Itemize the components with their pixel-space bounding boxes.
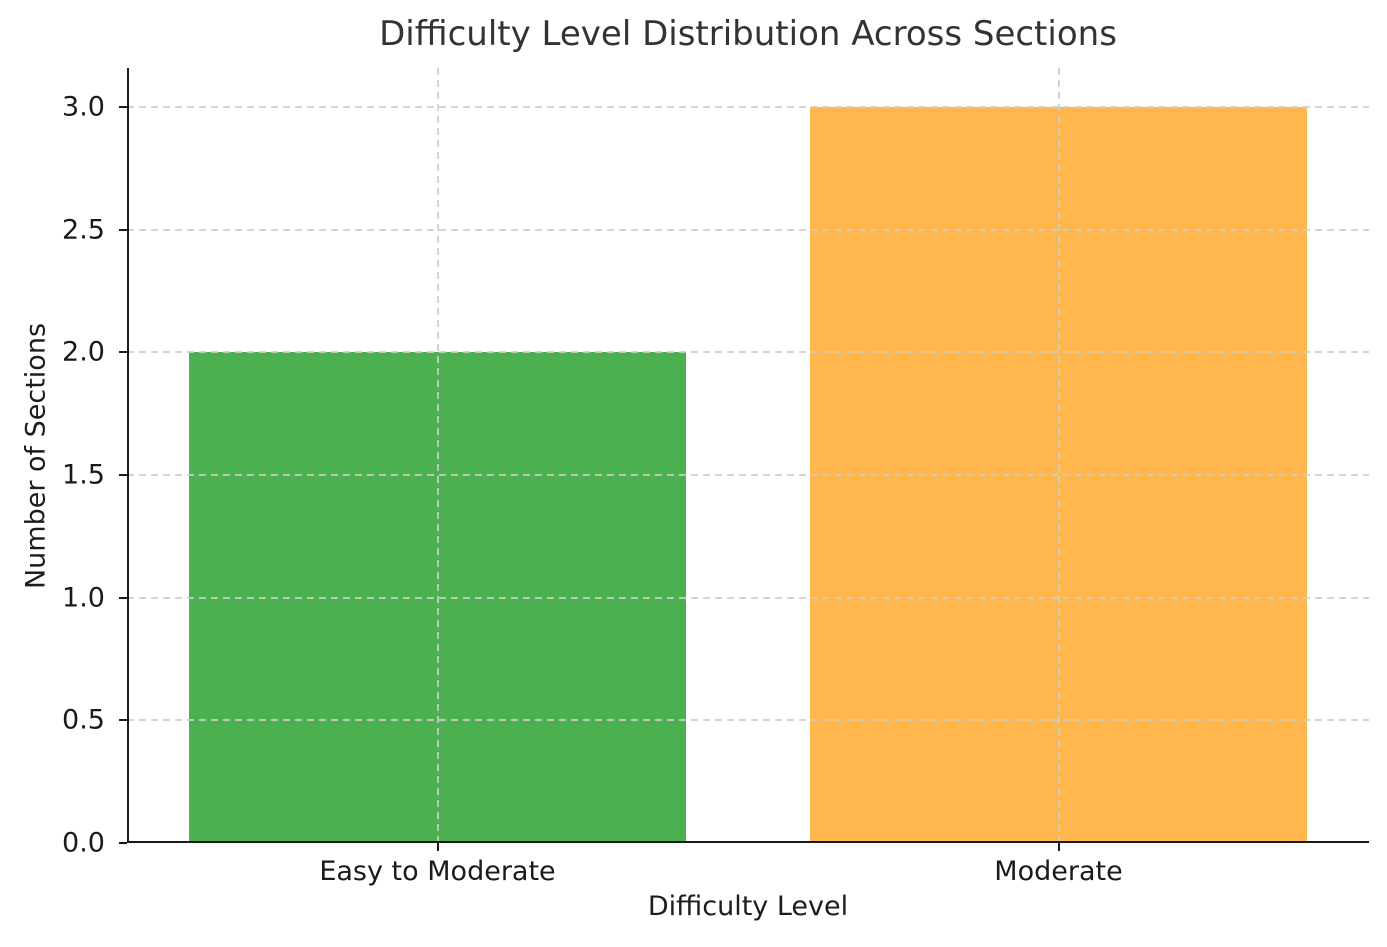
y-axis-spine [127, 68, 129, 843]
x-axis-spine [127, 841, 1369, 843]
h-gridline [127, 719, 1369, 722]
chart-title: Difficulty Level Distribution Across Sec… [379, 14, 1117, 54]
h-gridline [127, 106, 1369, 108]
y-tick [119, 474, 127, 476]
y-tick-label: 2.0 [62, 336, 105, 368]
v-gridline [436, 68, 439, 843]
y-tick-label: 0.5 [62, 704, 105, 736]
y-tick-label: 1.5 [62, 459, 105, 491]
y-tick [119, 351, 127, 354]
v-gridline [1057, 68, 1060, 843]
y-tick-label: 2.5 [62, 214, 105, 246]
h-gridline [127, 474, 1369, 476]
x-tick [436, 843, 439, 851]
h-gridline [127, 228, 1369, 231]
x-tick-label: Moderate [994, 856, 1123, 887]
h-gridline [127, 351, 1369, 354]
y-tick-label: 1.0 [62, 582, 105, 614]
y-tick [119, 719, 127, 722]
y-tick [119, 228, 127, 231]
x-axis-label: Difficulty Level [647, 891, 849, 922]
y-tick-label: 0.0 [62, 827, 105, 859]
y-tick [119, 596, 127, 599]
y-tick-label: 3.0 [62, 91, 105, 123]
y-tick [119, 842, 127, 844]
h-gridline [127, 596, 1369, 599]
y-tick [119, 106, 127, 108]
plot-area: 0.0 0.5 1.0 1.5 2.0 2.5 3.0 Easy to Moderate Mod… [62, 68, 1369, 887]
x-tick-label: Easy to Moderate [319, 856, 556, 887]
x-tick [1057, 843, 1060, 851]
